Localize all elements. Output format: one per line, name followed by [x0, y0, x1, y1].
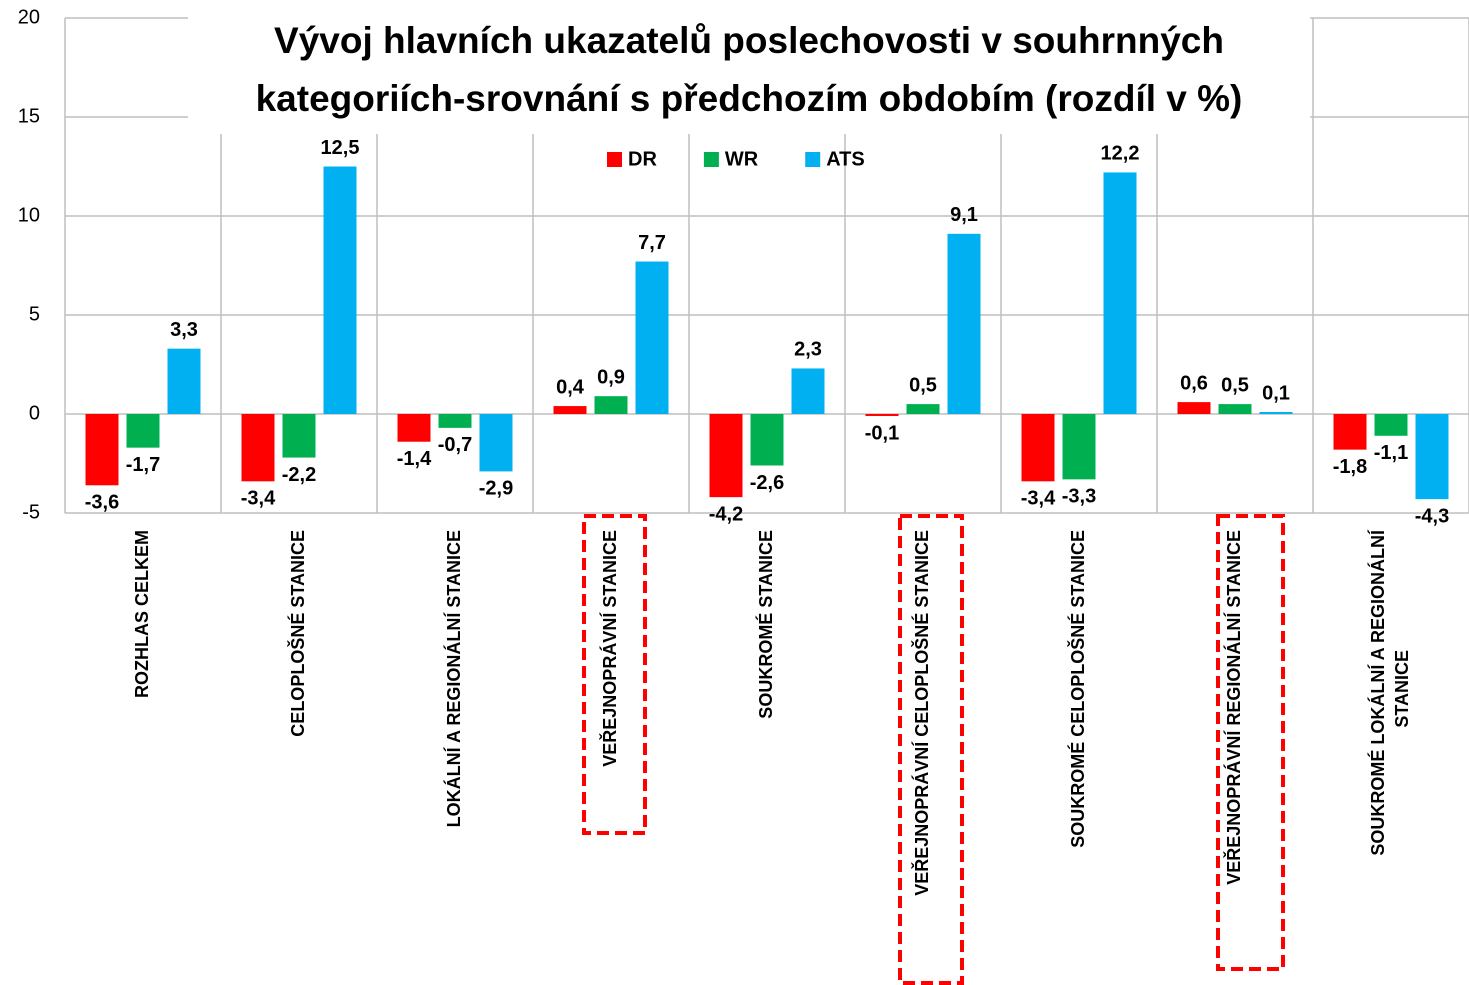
data-label: -3,6: [85, 492, 119, 514]
legend-label: ATS: [826, 148, 865, 170]
bar: [282, 414, 316, 458]
data-label: -4,2: [709, 503, 743, 525]
bar: [865, 414, 899, 416]
bar: [323, 166, 357, 414]
bar: [241, 414, 275, 482]
data-label: 12,5: [321, 137, 360, 159]
data-label: -4,3: [1415, 505, 1449, 527]
x-tick-label: SOUKROMÉ STANICE: [755, 530, 776, 719]
bar: [635, 261, 669, 414]
bar: [1218, 404, 1252, 414]
bar: [553, 406, 587, 414]
bar: [479, 414, 513, 472]
bar: [167, 348, 201, 414]
highlight-boxes: [582, 514, 1285, 985]
data-label: 0,5: [1221, 374, 1249, 396]
data-label: 0,6: [1180, 372, 1208, 394]
legend-swatch: [805, 152, 821, 167]
data-label: -3,3: [1062, 486, 1096, 508]
x-tick-label: LOKÁLNÍ A REGIONÁLNÍ STANICE: [443, 530, 464, 827]
bar: [1062, 414, 1096, 480]
y-tick-label: 10: [18, 204, 40, 226]
bar: [1021, 414, 1055, 482]
highlight-box: [1216, 514, 1285, 971]
data-label: 0,5: [909, 374, 937, 396]
data-label: -2,9: [479, 478, 513, 500]
data-label: 0,9: [597, 366, 625, 388]
y-tick-label: -5: [22, 501, 40, 523]
highlight-box: [582, 514, 647, 835]
data-label: -0,1: [865, 422, 899, 444]
bar: [750, 414, 784, 466]
bar: [1259, 412, 1293, 414]
data-label: 9,1: [950, 204, 978, 226]
legend-swatch: [607, 152, 622, 167]
data-label: 3,3: [170, 319, 198, 341]
chart-title: Vývoj hlavních ukazatelů poslechovosti v…: [188, 10, 1310, 134]
bar: [1415, 414, 1449, 500]
data-label: 7,7: [638, 232, 666, 254]
x-tick-label: SOUKROMÉ LOKÁLNÍ A REGIONÁLNÍ STANICE: [1367, 529, 1412, 856]
data-label: -1,4: [397, 448, 432, 470]
data-label: 12,2: [1101, 143, 1140, 165]
bar: [709, 414, 743, 498]
x-tick-label: VEŘEJNOPRÁVNÍ CELOPLOŠNÉ STANICE: [911, 530, 932, 896]
bar: [906, 404, 940, 414]
bar: [947, 233, 981, 414]
data-label: -3,4: [1021, 488, 1056, 510]
x-tick-label: VEŘEJNOPRÁVNÍ REGIONÁLNÍ STANICE: [1223, 530, 1244, 885]
bar: [791, 368, 825, 414]
legend-label: DR: [628, 148, 657, 170]
bar: [1333, 414, 1367, 450]
data-label: 0,1: [1262, 382, 1290, 404]
data-label: -1,1: [1374, 442, 1408, 464]
legend-label: WR: [725, 148, 759, 170]
highlight-box: [898, 514, 964, 985]
y-tick-label: 0: [29, 402, 40, 424]
data-label: -2,6: [750, 472, 784, 494]
data-label: -0,7: [438, 434, 472, 456]
bar: [1103, 172, 1137, 414]
bar: [85, 414, 119, 486]
bar: [126, 414, 160, 448]
x-tick-label: ROZHLAS CELKEM: [132, 530, 152, 698]
bar: [397, 414, 431, 442]
data-label: -1,7: [126, 454, 160, 476]
data-label: -2,2: [282, 464, 316, 486]
bar: [1374, 414, 1408, 436]
bar: [1177, 402, 1211, 414]
data-label: -1,8: [1333, 456, 1367, 478]
x-tick-label: VEŘEJNOPRÁVNÍ STANICE: [599, 530, 620, 767]
y-tick-label: 5: [29, 303, 40, 325]
legend-swatch: [703, 152, 719, 167]
y-tick-label: 20: [18, 6, 40, 28]
data-label: 0,4: [556, 376, 585, 398]
y-tick-label: 15: [18, 105, 40, 127]
data-label: -3,4: [241, 488, 276, 510]
x-tick-label: SOUKROMÉ CELOPLOŠNÉ STANICE: [1067, 530, 1088, 848]
x-tick-label: CELOPLOŠNÉ STANICE: [287, 530, 308, 737]
data-label: 2,3: [794, 339, 822, 361]
bar: [594, 396, 628, 414]
bar: [438, 414, 472, 428]
